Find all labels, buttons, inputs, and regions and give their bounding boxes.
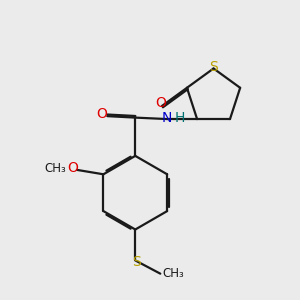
Text: O: O [67, 161, 78, 175]
Text: O: O [155, 96, 166, 110]
Text: S: S [209, 60, 218, 74]
Text: S: S [132, 255, 141, 269]
Text: N: N [162, 111, 172, 124]
Text: CH₃: CH₃ [44, 162, 66, 175]
Text: CH₃: CH₃ [163, 267, 184, 280]
Text: O: O [97, 107, 107, 121]
Text: H: H [175, 111, 185, 124]
